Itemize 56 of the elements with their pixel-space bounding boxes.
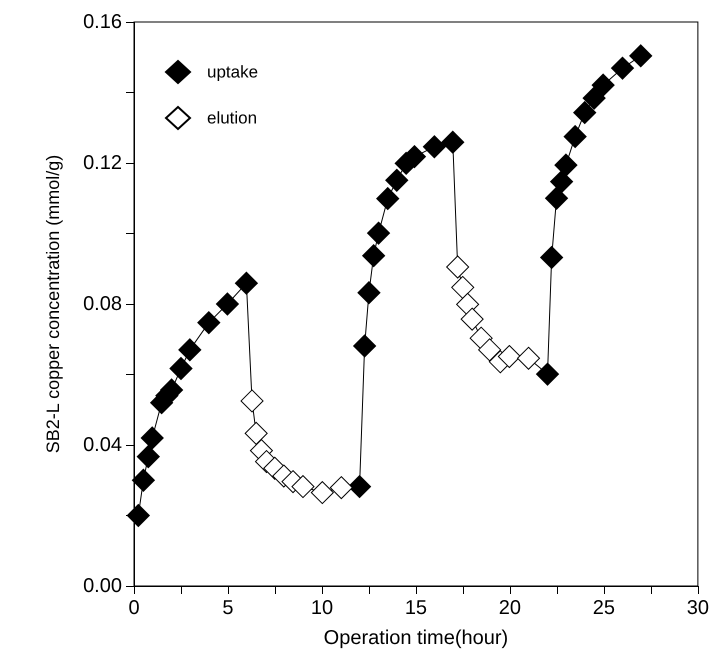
- point: [353, 334, 376, 358]
- point: [611, 56, 634, 80]
- x-tick-label: 15: [404, 597, 428, 619]
- y-tick-label: 0.16: [83, 11, 122, 33]
- point: [517, 346, 540, 370]
- point: [330, 476, 353, 500]
- legend-label: uptake: [207, 62, 258, 82]
- y-tick-label: 0.12: [83, 152, 122, 174]
- point: [564, 125, 587, 148]
- point: [136, 445, 160, 468]
- x-tick-label: 25: [592, 597, 616, 619]
- point: [422, 135, 446, 158]
- x-tick-label: 0: [128, 597, 140, 619]
- point: [126, 504, 150, 527]
- point: [441, 130, 464, 154]
- point: [536, 362, 560, 386]
- x-tick-label: 5: [222, 597, 234, 619]
- x-tick-label: 20: [498, 597, 522, 619]
- y-tick-label: 0.08: [83, 293, 122, 315]
- point: [629, 44, 652, 68]
- point: [244, 422, 268, 445]
- point: [554, 154, 578, 177]
- point: [362, 244, 386, 268]
- point: [460, 308, 484, 331]
- point: [216, 292, 239, 316]
- point: [478, 338, 502, 362]
- point: [385, 168, 408, 192]
- y-axis-title: SB2-L copper concentration (mmol/g): [43, 154, 63, 454]
- point: [178, 338, 202, 362]
- point: [234, 272, 258, 295]
- point: [376, 187, 400, 210]
- point: [169, 357, 192, 380]
- point: [573, 101, 596, 124]
- point: [348, 475, 372, 498]
- point: [550, 170, 574, 194]
- point: [446, 255, 470, 278]
- point: [451, 276, 474, 299]
- point: [291, 475, 314, 498]
- point: [367, 222, 390, 245]
- point: [592, 74, 615, 97]
- y-tick-label: 0.04: [83, 434, 122, 456]
- x-axis-title: Operation time(hour): [324, 627, 508, 649]
- point: [545, 186, 568, 210]
- point: [540, 246, 564, 269]
- x-tick-label: 10: [310, 597, 334, 619]
- point: [132, 468, 155, 492]
- point: [140, 426, 164, 450]
- y-tick-label: 0.00: [83, 575, 122, 597]
- point: [357, 281, 380, 304]
- point: [582, 86, 606, 110]
- x-tick-label: 30: [686, 597, 709, 619]
- legend-label: elution: [207, 108, 258, 128]
- point: [310, 481, 334, 504]
- point: [240, 389, 264, 412]
- point: [197, 311, 220, 334]
- point: [498, 345, 521, 368]
